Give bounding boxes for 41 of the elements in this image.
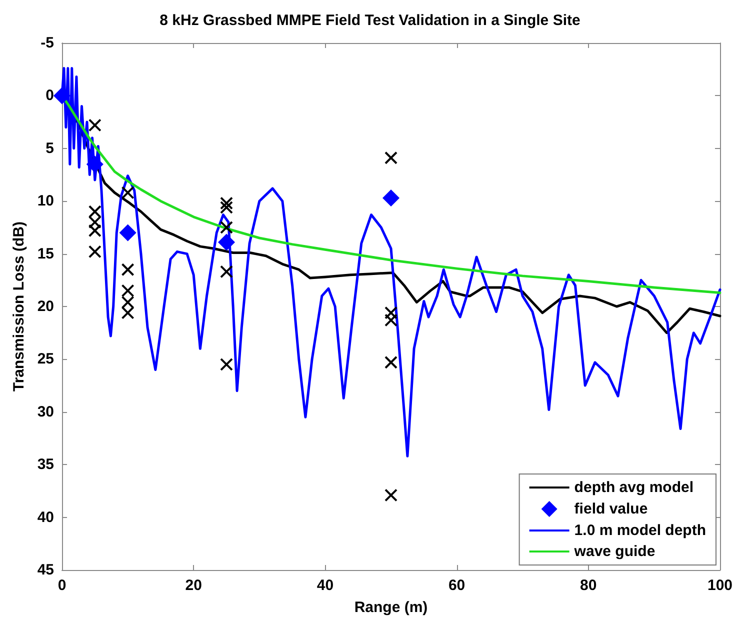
legend-label: depth avg model xyxy=(574,479,694,496)
legend-label: field value xyxy=(574,500,648,518)
point xyxy=(220,265,233,278)
point xyxy=(384,356,398,369)
y-tick-label: 10 xyxy=(37,192,54,210)
point xyxy=(220,358,233,371)
y-tick-label: -5 xyxy=(40,34,54,52)
x-tick-label: 40 xyxy=(316,577,334,594)
y-tick-label: 15 xyxy=(37,245,54,262)
point xyxy=(220,196,233,210)
chart-title: 8 kHz Grassbed MMPE Field Test Validation in a Single Site xyxy=(160,12,580,29)
point xyxy=(54,87,70,104)
x-tick-label: 80 xyxy=(580,577,597,594)
x-tick-label: 20 xyxy=(185,577,202,594)
point xyxy=(88,245,102,258)
y-tick-label: 20 xyxy=(37,298,54,315)
y-tick-label: 0 xyxy=(46,87,54,104)
x-tick-label: 0 xyxy=(58,577,66,594)
point xyxy=(382,189,400,206)
y-tick-label: 45 xyxy=(37,562,54,578)
x-tick-label: 60 xyxy=(448,577,466,594)
point xyxy=(88,118,102,132)
y-axis-title: Transmission Loss (dB) xyxy=(10,221,28,392)
y-tick-label: 5 xyxy=(46,140,54,157)
y-tick-label: 25 xyxy=(37,350,54,368)
point xyxy=(220,220,233,234)
point xyxy=(384,151,398,164)
legend-label: wave guide xyxy=(573,543,656,560)
point xyxy=(218,234,235,251)
point xyxy=(121,186,134,200)
y-tick-label: 30 xyxy=(37,403,54,420)
point xyxy=(121,263,134,276)
legend-label: 1.0 m model depth xyxy=(574,522,706,539)
y-tick-label: 35 xyxy=(37,456,54,474)
x-axis-title: Range (m) xyxy=(354,599,428,616)
y-tick-label: 40 xyxy=(37,508,54,526)
point xyxy=(384,488,398,502)
point xyxy=(119,224,136,242)
point xyxy=(86,156,104,173)
point xyxy=(220,200,233,214)
x-tick-label: 100 xyxy=(707,577,733,594)
